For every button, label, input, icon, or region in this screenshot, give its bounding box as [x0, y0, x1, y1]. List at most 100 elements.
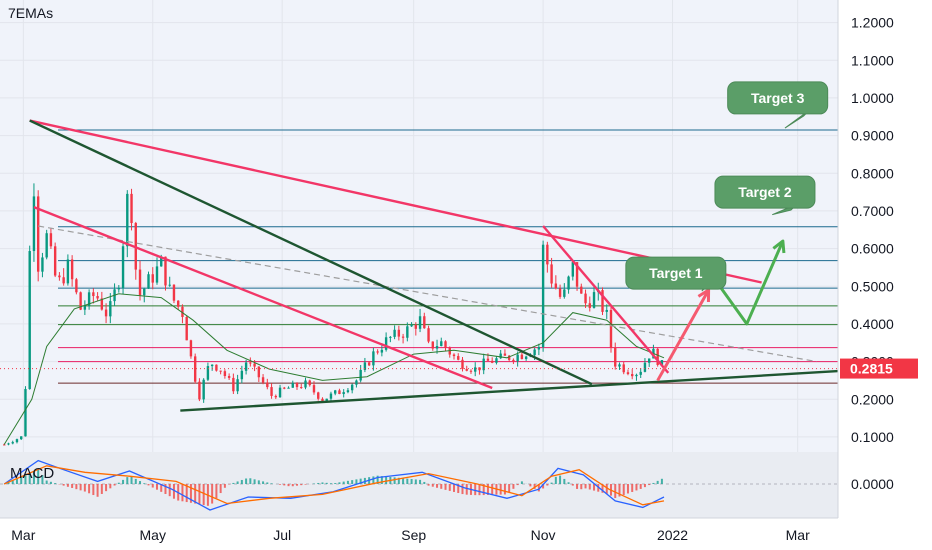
macd-histogram-bar: [321, 482, 324, 484]
macd-histogram-bar: [172, 484, 175, 499]
candle-body: [359, 369, 362, 381]
candle-body: [138, 269, 142, 296]
candle-body: [206, 366, 210, 380]
candle-body: [329, 393, 333, 399]
macd-histogram-bar: [219, 484, 222, 494]
macd-histogram-bar: [508, 484, 511, 493]
macd-histogram-bar: [66, 484, 69, 487]
candle-body: [355, 380, 358, 385]
macd-histogram-bar: [626, 484, 629, 494]
candle-body: [291, 383, 294, 388]
candle-body: [469, 370, 473, 372]
macd-histogram-bar: [397, 477, 400, 484]
macd-histogram-bar: [448, 484, 451, 491]
trendline: [542, 225, 670, 374]
macd-histogram-bar: [249, 478, 252, 484]
macd-histogram-bar: [122, 479, 125, 484]
candle-body: [15, 439, 19, 443]
y-tick-label: 0.8000: [851, 165, 894, 181]
macd-histogram-bar: [376, 475, 379, 484]
macd-histogram-bar: [245, 478, 248, 484]
candle-body: [503, 353, 507, 356]
callout-text: Target 3: [751, 90, 805, 106]
target-annotations[interactable]: Target 1 Target 2 Target 3: [625, 81, 829, 292]
candle-body: [168, 284, 171, 286]
candle-body: [58, 275, 61, 278]
macd-histogram-bar: [554, 476, 557, 484]
candle-body: [580, 286, 583, 294]
macd-indicator: [0, 459, 838, 511]
last-price-badge: [840, 358, 918, 379]
macd-histogram-bar: [576, 484, 579, 489]
callout-text: Target 1: [649, 265, 703, 281]
candle-body: [274, 395, 277, 398]
candle-body: [79, 292, 82, 310]
candle-body: [372, 351, 375, 366]
macd-histogram-bar: [266, 482, 269, 484]
macd-tick-label: 0.0000: [851, 476, 894, 492]
arrow-shaft: [715, 240, 785, 326]
macd-histogram-bar: [346, 480, 349, 484]
macd-histogram-bar: [372, 476, 375, 484]
macd-histogram-bar: [54, 483, 57, 484]
macd-histogram-bar: [325, 482, 328, 484]
macd-histogram-bar: [181, 484, 184, 502]
macd-histogram-bar: [198, 484, 201, 505]
candle-body: [618, 364, 621, 367]
candle-body: [300, 387, 303, 389]
macd-histogram-bar: [512, 484, 515, 489]
y-tick-label: 0.4000: [851, 316, 894, 332]
macd-histogram-bar: [580, 484, 583, 490]
candle-body: [631, 374, 634, 377]
macd-histogram-bar: [105, 484, 108, 492]
candle-body: [346, 390, 350, 393]
macd-histogram-bar: [296, 484, 299, 486]
macd-histogram-bar: [202, 484, 205, 506]
candle-body: [656, 348, 659, 365]
macd-histogram-bar: [478, 484, 481, 496]
macd-histogram-bar: [11, 480, 14, 484]
candle-body: [465, 369, 468, 371]
macd-histogram-bar: [431, 484, 434, 487]
macd-histogram-bar: [300, 484, 303, 486]
macd-histogram-bar: [559, 475, 562, 484]
candle-body: [75, 279, 78, 293]
candle-body: [185, 317, 188, 341]
x-tick-label: Nov: [531, 527, 556, 543]
candle-body: [558, 288, 562, 297]
candle-body: [554, 283, 558, 289]
candle-body: [11, 442, 14, 444]
candle-body: [236, 379, 239, 392]
price-axis[interactable]: 1.2000 1.1000 1.0000 0.9000 0.8000 0.7000 0.60…: [840, 15, 918, 492]
macd-histogram-bar: [385, 476, 388, 484]
candle-body: [232, 377, 235, 392]
trendlines: [0, 119, 838, 412]
time-axis[interactable]: Mar May Jul Sep Nov 2022 Mar: [11, 527, 810, 543]
arrow-head: [772, 239, 786, 254]
macd-histogram-bar: [45, 480, 48, 484]
macd-histogram-bar: [24, 475, 27, 484]
macd-histogram-bar: [631, 484, 634, 492]
macd-histogram-bar: [542, 484, 545, 489]
macd-histogram-bar: [567, 482, 570, 484]
macd-histogram-bar: [457, 484, 460, 494]
candle-body: [350, 384, 354, 391]
candle-body: [334, 390, 337, 394]
macd-histogram-bar: [223, 484, 226, 488]
macd-histogram-bar: [257, 480, 260, 484]
candle-body: [418, 316, 422, 329]
candle-body: [495, 358, 498, 363]
macd-histogram-bar: [15, 478, 18, 484]
candle-body: [41, 257, 44, 272]
candle-body: [567, 276, 570, 290]
candle-body: [635, 374, 638, 377]
macd-histogram-bar: [28, 473, 31, 484]
candle-body: [32, 196, 36, 252]
candle-body: [287, 387, 290, 389]
candle-body: [474, 367, 477, 372]
macd-histogram-bar: [380, 476, 383, 484]
candle-body: [240, 370, 244, 380]
candle-body: [537, 347, 541, 350]
candle-body: [130, 193, 133, 224]
